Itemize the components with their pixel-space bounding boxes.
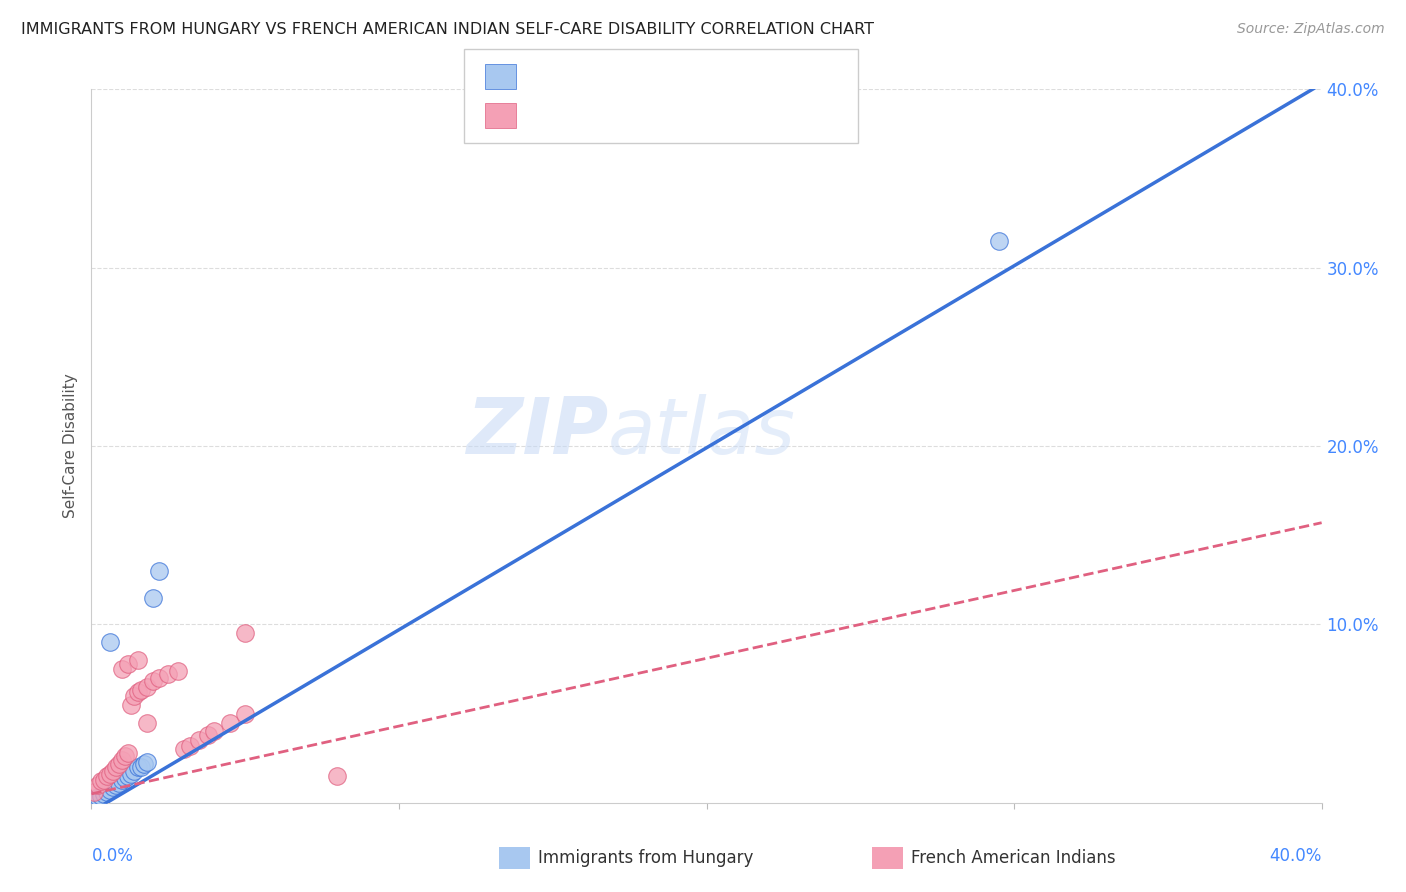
Point <box>105 778 127 792</box>
Point <box>120 698 142 712</box>
Text: 0.0%: 0.0% <box>91 847 134 865</box>
Point <box>114 749 136 764</box>
Text: 22: 22 <box>678 68 700 86</box>
Point <box>197 728 219 742</box>
Point <box>218 715 240 730</box>
Point <box>93 787 115 801</box>
Text: French American Indians: French American Indians <box>911 849 1116 867</box>
Text: Source: ZipAtlas.com: Source: ZipAtlas.com <box>1237 22 1385 37</box>
Point <box>202 724 225 739</box>
Point <box>105 760 127 774</box>
Point <box>233 626 256 640</box>
Point <box>127 760 149 774</box>
Text: 34: 34 <box>678 106 700 124</box>
Point <box>142 591 165 605</box>
Point <box>98 635 121 649</box>
Point <box>179 739 201 753</box>
Point <box>188 733 211 747</box>
Point <box>96 769 118 783</box>
Point <box>132 756 155 771</box>
Point <box>135 715 157 730</box>
Text: 0.571: 0.571 <box>567 106 619 124</box>
Point <box>987 234 1010 248</box>
Point <box>98 767 121 781</box>
Text: 40.0%: 40.0% <box>1270 847 1322 865</box>
Point <box>124 764 146 778</box>
Point <box>120 767 142 781</box>
Point <box>127 653 149 667</box>
Point <box>111 772 134 787</box>
Point <box>86 790 108 805</box>
Point <box>83 792 105 806</box>
Text: N =: N = <box>640 68 679 86</box>
Point <box>148 671 170 685</box>
Point <box>101 764 124 778</box>
Point <box>148 564 170 578</box>
Text: N =: N = <box>640 106 679 124</box>
Y-axis label: Self-Care Disability: Self-Care Disability <box>63 374 79 518</box>
Point <box>111 753 134 767</box>
Point <box>108 756 131 771</box>
Point <box>90 789 112 803</box>
Point <box>101 780 124 794</box>
Point <box>98 783 121 797</box>
Point <box>111 662 134 676</box>
Point <box>93 772 115 787</box>
Point <box>117 657 139 671</box>
Text: IMMIGRANTS FROM HUNGARY VS FRENCH AMERICAN INDIAN SELF-CARE DISABILITY CORRELATI: IMMIGRANTS FROM HUNGARY VS FRENCH AMERIC… <box>21 22 875 37</box>
Text: R =: R = <box>527 106 567 124</box>
Text: 0.965: 0.965 <box>567 68 619 86</box>
Point <box>173 742 195 756</box>
Point <box>135 680 157 694</box>
Text: ZIP: ZIP <box>465 393 607 470</box>
Text: Immigrants from Hungary: Immigrants from Hungary <box>538 849 754 867</box>
Point <box>129 683 152 698</box>
Point <box>135 755 157 769</box>
Point <box>96 785 118 799</box>
Point <box>127 685 149 699</box>
Point <box>129 760 152 774</box>
Point <box>86 778 108 792</box>
Point <box>124 689 146 703</box>
Point <box>166 664 188 678</box>
Point <box>117 769 139 783</box>
Text: R =: R = <box>527 68 567 86</box>
Point <box>157 667 180 681</box>
Point <box>233 706 256 721</box>
Point <box>83 785 105 799</box>
Point <box>117 746 139 760</box>
Point <box>142 674 165 689</box>
Point <box>90 774 112 789</box>
Point <box>108 776 131 790</box>
Point <box>326 769 349 783</box>
Text: atlas: atlas <box>607 393 796 470</box>
Point <box>114 771 136 785</box>
